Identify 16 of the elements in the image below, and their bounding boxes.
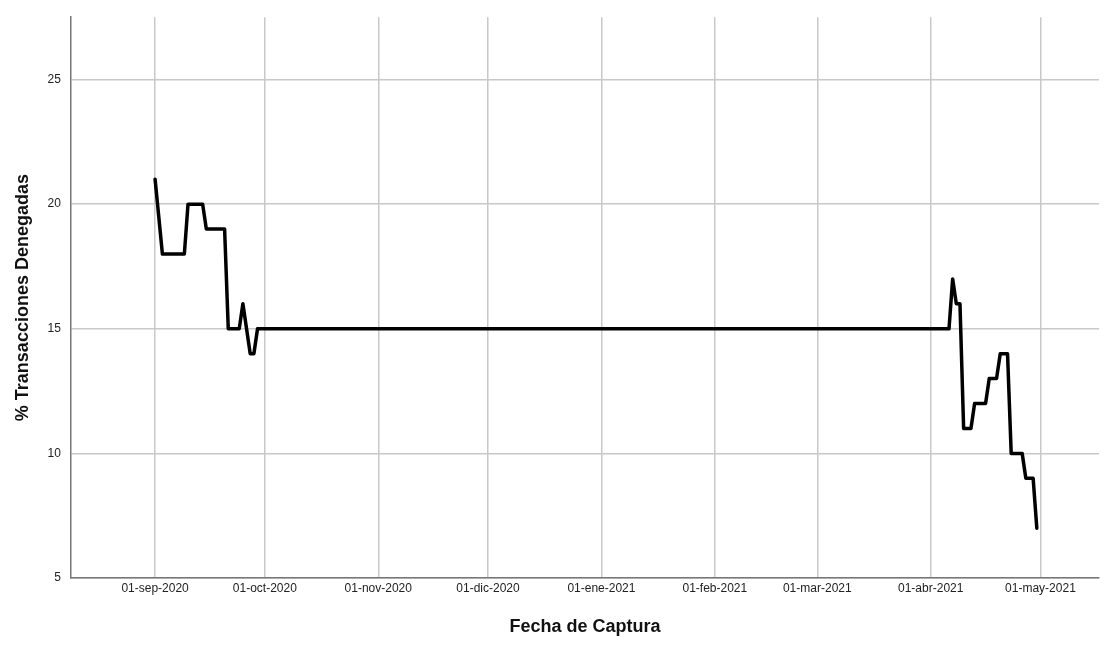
y-tick-label: 15 — [47, 321, 62, 336]
x-tick-label: 01-may-2021 — [1005, 580, 1077, 595]
x-tick-label: 01-sep-2020 — [121, 580, 190, 595]
y-tick-label: 20 — [47, 196, 62, 211]
x-axis-title: Fecha de Captura — [509, 616, 662, 637]
x-tick-label: 01-ene-2021 — [567, 580, 636, 595]
x-tick-label: 01-mar-2021 — [782, 580, 852, 595]
x-tick-label: 01-nov-2020 — [344, 580, 413, 595]
x-tick-label: 01-abr-2021 — [898, 580, 964, 595]
y-tick-label: 10 — [47, 445, 62, 460]
y-tick-label: 5 — [54, 570, 62, 585]
y-tick-label: 25 — [47, 71, 62, 86]
y-axis-title: % Transacciones Denegadas — [11, 174, 32, 422]
x-tick-label: 01-oct-2020 — [232, 580, 298, 595]
x-tick-label: 01-feb-2021 — [682, 580, 748, 595]
x-tick-label: 01-dic-2020 — [456, 580, 521, 595]
